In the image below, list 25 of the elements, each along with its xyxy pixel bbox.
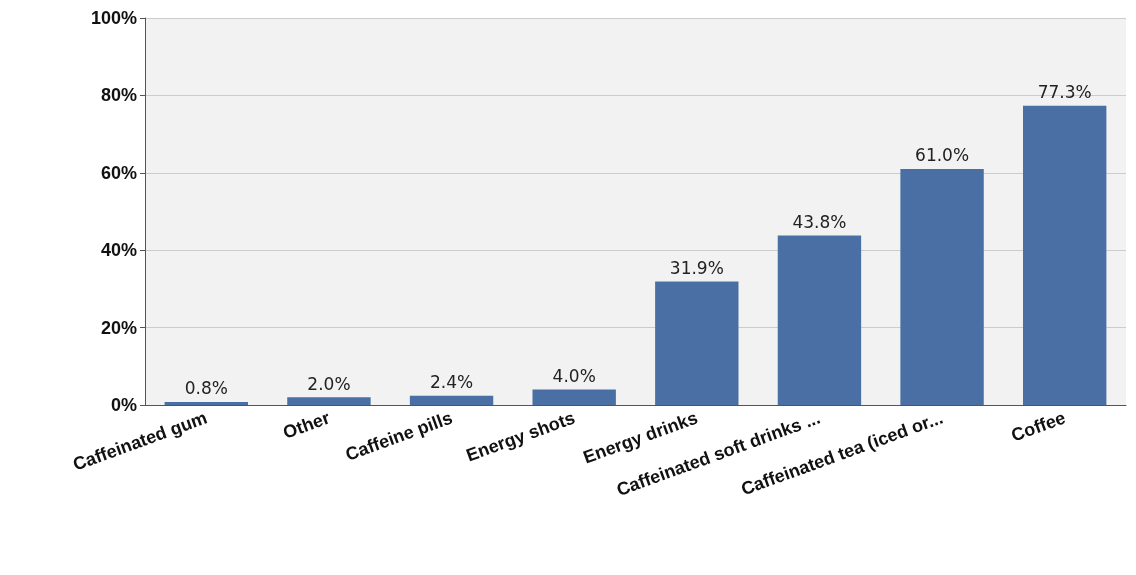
bar <box>409 395 494 405</box>
data-label: 2.0% <box>307 373 351 394</box>
y-tick-label: 80% <box>100 85 137 106</box>
x-tick-label: Other <box>280 407 333 443</box>
data-label: 43.8% <box>792 211 847 232</box>
y-tick-label: 0% <box>110 395 137 415</box>
y-tick-label: 20% <box>100 317 137 338</box>
data-label: 0.8% <box>184 378 228 399</box>
bar <box>164 401 249 405</box>
x-tick-label: Coffee <box>1008 407 1069 446</box>
bar <box>287 397 371 405</box>
bar <box>1023 105 1107 405</box>
bar <box>655 281 739 405</box>
data-label: 4.0% <box>552 366 596 387</box>
bar <box>777 235 862 405</box>
y-tick-label: 100% <box>90 8 137 28</box>
bar <box>900 168 984 405</box>
data-label: 31.9% <box>669 258 724 279</box>
x-tick-label: Energy shots <box>463 407 578 466</box>
data-label: 61.0% <box>915 145 970 166</box>
bar <box>532 389 616 405</box>
data-label: 77.3% <box>1037 82 1092 103</box>
y-tick-label: 40% <box>100 240 137 261</box>
y-tick-label: 60% <box>100 162 137 183</box>
data-label: 2.4% <box>429 372 474 393</box>
